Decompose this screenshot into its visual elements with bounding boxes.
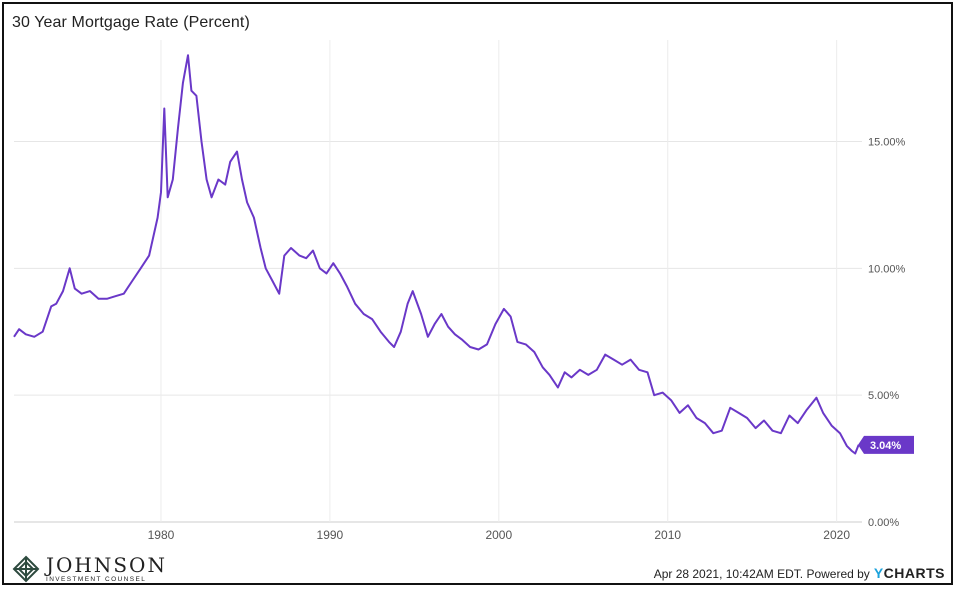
- x-axis: 1980 1990 2000 2010 2020: [148, 528, 851, 542]
- johnson-logo: JOHNSON INVESTMENT COUNSEL: [12, 555, 167, 584]
- x-tick-label: 2010: [654, 528, 681, 542]
- ycharts-logo-text: CHARTS: [883, 565, 945, 581]
- gridlines: [14, 40, 862, 523]
- last-value-label: 3.04%: [870, 440, 901, 452]
- timestamp-text: Apr 28 2021, 10:42AM EDT. Powered by: [653, 567, 870, 581]
- last-value-badge: 3.04%: [858, 435, 914, 454]
- x-tick-label: 1980: [148, 528, 175, 542]
- last-value-badge-shape: [858, 435, 914, 454]
- y-axis: 0.00% 5.00% 10.00% 15.00%: [868, 136, 906, 529]
- ycharts-logo-y: Y: [873, 565, 884, 581]
- y-tick-label: 10.00%: [868, 263, 906, 275]
- x-tick-label: 1990: [317, 528, 344, 542]
- mortgage-rate-line: [13, 54, 860, 455]
- y-tick-label: 15.00%: [868, 136, 906, 148]
- logo-subtitle: INVESTMENT COUNSEL: [46, 575, 147, 583]
- footer-attribution: Apr 28 2021, 10:42AM EDT. Powered by YCH…: [654, 565, 945, 581]
- y-tick-label: 0.00%: [868, 517, 899, 529]
- x-tick-label: 2020: [823, 528, 850, 542]
- x-tick-label: 2000: [485, 528, 512, 542]
- chart-title: 30 Year Mortgage Rate (Percent): [12, 14, 250, 31]
- logo-name: JOHNSON: [46, 552, 167, 577]
- johnson-logo-icon: [12, 555, 40, 583]
- y-tick-label: 5.00%: [868, 390, 899, 402]
- ycharts-logo[interactable]: YCHARTS: [874, 565, 945, 581]
